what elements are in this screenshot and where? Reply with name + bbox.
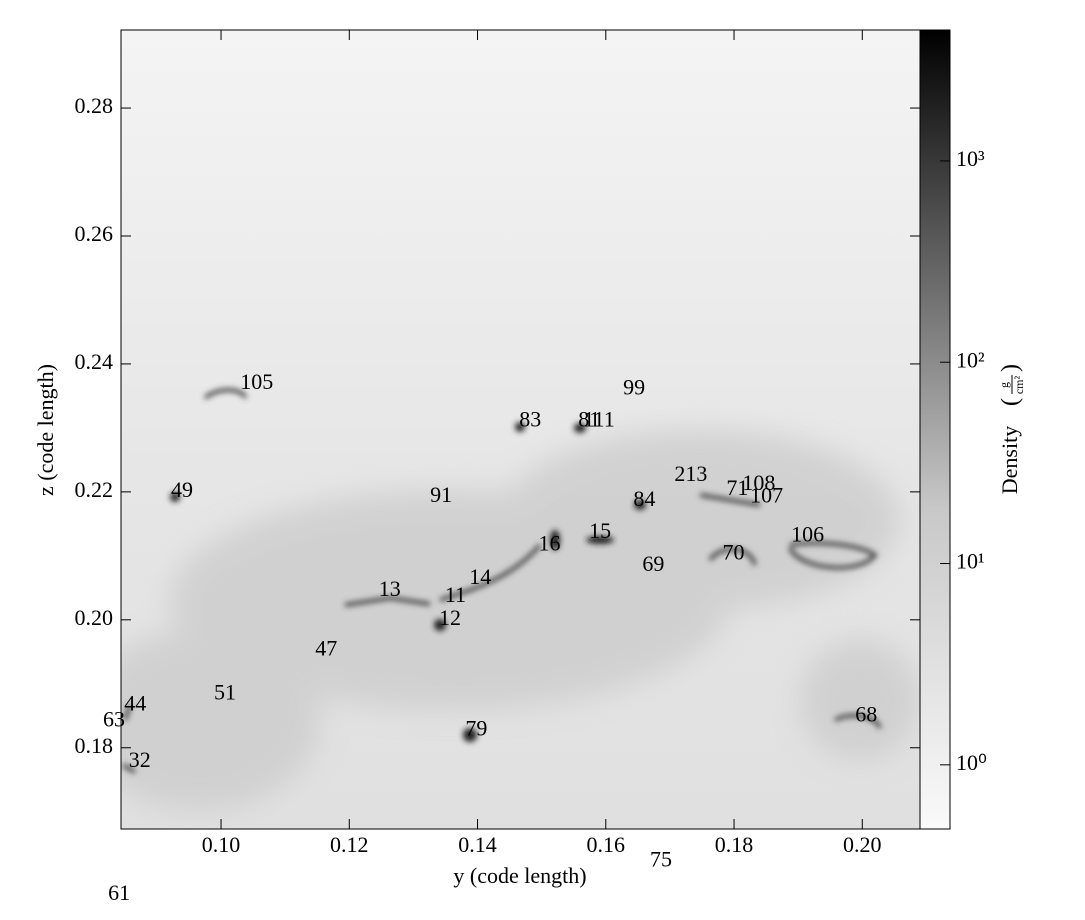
- particle-label: 12: [439, 605, 461, 630]
- particle-label: 70: [722, 540, 744, 565]
- paren: (: [998, 398, 1024, 406]
- particle-label: 105: [240, 369, 273, 394]
- particle-label: 106: [791, 522, 824, 547]
- paren: ): [998, 364, 1024, 372]
- y-tick-label: 0.20: [75, 605, 114, 630]
- particle-label: 61: [108, 880, 130, 905]
- particle-label: 84: [633, 486, 655, 511]
- particle-label: 213: [674, 461, 707, 486]
- x-tick-label: 0.10: [202, 832, 241, 857]
- particle-label: 63: [103, 707, 125, 732]
- colorbar-label-group: Density ( g cm² ): [997, 364, 1026, 494]
- colorbar-frame: [919, 29, 951, 830]
- y-tick-label: 0.26: [75, 221, 114, 246]
- colorbar-tick-label: 10³: [956, 146, 985, 171]
- particle-label: 15: [589, 518, 611, 543]
- x-tick-label: 0.20: [843, 832, 882, 857]
- particle-label: 11: [445, 582, 466, 607]
- y-tick-label: 0.22: [75, 477, 114, 502]
- y-tick-label: 0.18: [75, 733, 114, 758]
- particle-label: 14: [469, 564, 491, 589]
- x-tick-label: 0.14: [458, 832, 497, 857]
- particle-label: 44: [124, 691, 146, 716]
- particle-label: 16: [538, 531, 560, 556]
- x-tick-label: 0.12: [330, 832, 369, 857]
- colorbar: [920, 30, 950, 829]
- particle-label: 49: [171, 477, 193, 502]
- particle-label: 32: [129, 747, 151, 772]
- colorbar-label: Density: [997, 426, 1022, 494]
- particle-label: 111: [583, 407, 614, 432]
- particle-label: 51: [214, 680, 236, 705]
- x-tick-label: 0.16: [587, 832, 626, 857]
- particle-label: 79: [465, 716, 487, 741]
- particle-label: 47: [315, 636, 337, 661]
- colorbar-units-den: cm²: [1012, 375, 1026, 394]
- particle-label: 81: [578, 407, 600, 432]
- particle-label: 107: [750, 483, 783, 508]
- x-tick-label: 0.18: [715, 832, 754, 857]
- particle-label: 69: [642, 551, 664, 576]
- colorbar-tick-label: 10²: [956, 347, 985, 372]
- y-axis-label: z (code length): [33, 364, 58, 496]
- density-image: [121, 30, 920, 829]
- particle-label: 71: [726, 475, 748, 500]
- particle-label: 83: [519, 407, 541, 432]
- particle-label: 91: [430, 482, 452, 507]
- y-tick-label: 0.28: [75, 93, 114, 118]
- x-axis-label: y (code length): [453, 863, 586, 888]
- colorbar-tick-label: 10¹: [956, 549, 985, 574]
- particle-label: 75: [650, 847, 672, 872]
- colorbar-units-num: g: [997, 382, 1011, 388]
- particle-label: 99: [623, 375, 645, 400]
- y-tick-label: 0.24: [75, 349, 114, 374]
- particle-label: 68: [855, 701, 877, 726]
- particle-label: 108: [742, 470, 775, 495]
- particle-label: 13: [379, 576, 401, 601]
- colorbar-tick-label: 10⁰: [956, 750, 987, 775]
